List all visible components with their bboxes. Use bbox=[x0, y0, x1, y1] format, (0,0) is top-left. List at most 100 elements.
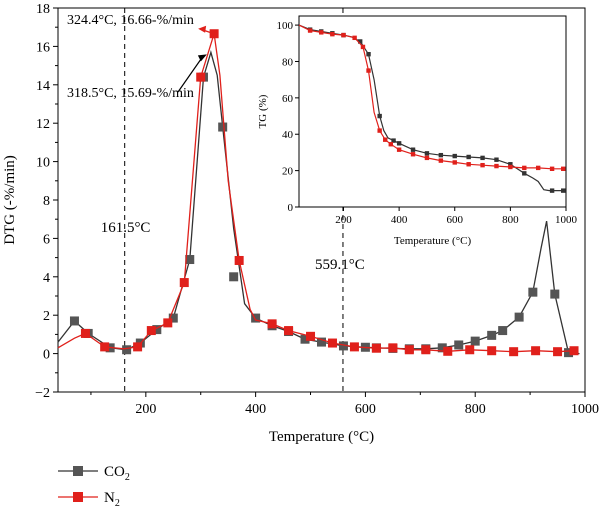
main-y-tick-label: −2 bbox=[35, 386, 50, 401]
inset-series-marker-1 bbox=[383, 137, 388, 142]
inset-y-tick-label: 80 bbox=[282, 56, 294, 68]
main-series-marker-1 bbox=[306, 331, 316, 341]
inset-series-marker-0 bbox=[357, 39, 363, 44]
main-series-marker-0 bbox=[550, 289, 560, 299]
main-series-marker-1 bbox=[100, 342, 110, 352]
inset-series-marker-1 bbox=[330, 31, 335, 37]
inset-y-tick-label: 60 bbox=[282, 93, 294, 105]
main-series-marker-0 bbox=[528, 287, 538, 297]
main-series-marker-0 bbox=[317, 337, 326, 347]
main-y-tick-label: 18 bbox=[36, 2, 50, 17]
inset-series-marker-1 bbox=[396, 147, 402, 152]
main-series-marker-0 bbox=[470, 336, 480, 346]
inset-series-marker-1 bbox=[307, 28, 313, 33]
inset-series-marker-1 bbox=[377, 128, 382, 133]
inset-series-marker-1 bbox=[410, 152, 416, 157]
inset-series-marker-1 bbox=[466, 162, 471, 167]
main-series-marker-0 bbox=[218, 122, 228, 132]
inset-series-marker-0 bbox=[549, 188, 555, 193]
main-y-tick-label: 16 bbox=[36, 40, 50, 55]
inset-series-marker-0 bbox=[396, 141, 402, 146]
legend: CO2 N2 bbox=[58, 464, 130, 509]
inset-series-marker-1 bbox=[319, 30, 324, 35]
main-y-tick-label: 10 bbox=[36, 156, 50, 171]
inset-series-group bbox=[298, 24, 566, 193]
main-series-marker-0 bbox=[437, 343, 447, 353]
legend-marker-n2 bbox=[73, 492, 83, 502]
main-series-marker-0 bbox=[251, 313, 261, 323]
main-series-marker-0 bbox=[498, 326, 508, 336]
main-series-marker-1 bbox=[146, 326, 156, 336]
vline-label-0: 161.5°C bbox=[101, 220, 151, 236]
inset-plot-frame bbox=[298, 15, 567, 208]
inset-series-marker-0 bbox=[424, 151, 430, 156]
main-series-marker-0 bbox=[168, 313, 178, 323]
main-series-marker-1 bbox=[531, 346, 541, 356]
inset-series-marker-0 bbox=[494, 157, 499, 162]
main-series-marker-0 bbox=[300, 334, 310, 344]
main-series-marker-0 bbox=[564, 348, 574, 358]
legend-label-n2: N2 bbox=[104, 490, 120, 509]
main-series-marker-1 bbox=[80, 328, 90, 338]
inset-series-marker-0 bbox=[391, 138, 396, 143]
inset-y-tick-label: 40 bbox=[282, 129, 294, 141]
main-series-marker-0 bbox=[185, 255, 195, 265]
inset-series-marker-1 bbox=[424, 155, 430, 161]
inset-series-marker-1 bbox=[366, 68, 371, 73]
inset-series-marker-1 bbox=[549, 166, 555, 171]
inset-y-tick-label: 100 bbox=[277, 20, 294, 32]
inset-ticks: 200 400 600 800 1000 0 20 40 60 80 100 bbox=[277, 20, 578, 226]
inset-series-marker-0 bbox=[366, 52, 371, 57]
main-series-marker-1 bbox=[404, 345, 414, 355]
main-series-marker-1 bbox=[284, 326, 294, 336]
main-y-tick-label: 14 bbox=[36, 79, 50, 94]
annotation-n2-peak: 324.4°C, 16.66-%/min bbox=[67, 13, 194, 28]
inset-y-tick-label: 20 bbox=[282, 166, 294, 178]
main-series-marker-1 bbox=[196, 72, 206, 82]
main-series-marker-0 bbox=[69, 316, 79, 326]
annotation-arrowhead-n2 bbox=[198, 25, 207, 33]
inset-series-marker-1 bbox=[561, 166, 566, 171]
main-series-marker-1 bbox=[163, 318, 173, 328]
inset-series-marker-1 bbox=[508, 164, 513, 170]
legend-item-co2: CO2 bbox=[58, 464, 130, 483]
main-series-marker-1 bbox=[234, 255, 244, 265]
main-series-marker-1 bbox=[553, 347, 563, 357]
inset-series-marker-1 bbox=[352, 35, 357, 41]
main-series-marker-1 bbox=[569, 346, 579, 356]
inset-x-axis-label: Temperature (°C) bbox=[394, 235, 472, 247]
inset-series-marker-1 bbox=[438, 158, 444, 163]
main-series-marker-1 bbox=[443, 346, 453, 356]
main-y-tick-label: 4 bbox=[43, 271, 50, 286]
inset-x-tick-label: 600 bbox=[447, 214, 464, 226]
main-series-marker-1 bbox=[327, 338, 337, 348]
main-series-marker-1 bbox=[465, 345, 475, 355]
inset-series-marker-0 bbox=[561, 188, 566, 193]
main-y-axis-label: DTG (-%/min) bbox=[2, 155, 18, 245]
main-y-tick-label: 12 bbox=[36, 117, 50, 132]
main-x-tick-label: 400 bbox=[245, 402, 266, 417]
inset-series-marker-0 bbox=[452, 153, 457, 159]
main-y-tick-label: 6 bbox=[43, 232, 50, 247]
main-y-tick-label: 8 bbox=[43, 194, 50, 209]
main-x-tick-label: 800 bbox=[465, 402, 486, 417]
main-series-marker-0 bbox=[454, 340, 464, 350]
main-series-marker-0 bbox=[487, 330, 497, 340]
inset-series-marker-0 bbox=[466, 154, 471, 160]
inset-series-marker-1 bbox=[522, 165, 527, 171]
main-x-tick-label: 600 bbox=[355, 402, 376, 417]
main-annotations: 324.4°C, 16.66-%/min 318.5°C, 15.69-%/min bbox=[67, 13, 215, 101]
main-series-marker-1 bbox=[267, 319, 277, 329]
main-series-marker-0 bbox=[122, 345, 132, 355]
inset-series-marker-1 bbox=[535, 165, 541, 171]
main-series-marker-1 bbox=[349, 342, 359, 352]
inset-series-marker-1 bbox=[480, 162, 485, 168]
main-x-axis-label: Temperature (°C) bbox=[269, 429, 374, 445]
main-series-marker-0 bbox=[229, 272, 239, 282]
inset-y-axis-label: TG (%) bbox=[257, 94, 269, 128]
inset-tg-plot: 200 400 600 800 1000 0 20 40 60 80 100 Temperature… bbox=[257, 15, 578, 247]
inset-x-tick-label: 200 bbox=[335, 214, 352, 226]
inset-x-tick-label: 400 bbox=[391, 214, 408, 226]
annotation-co2-peak: 318.5°C, 15.69-%/min bbox=[67, 86, 194, 101]
